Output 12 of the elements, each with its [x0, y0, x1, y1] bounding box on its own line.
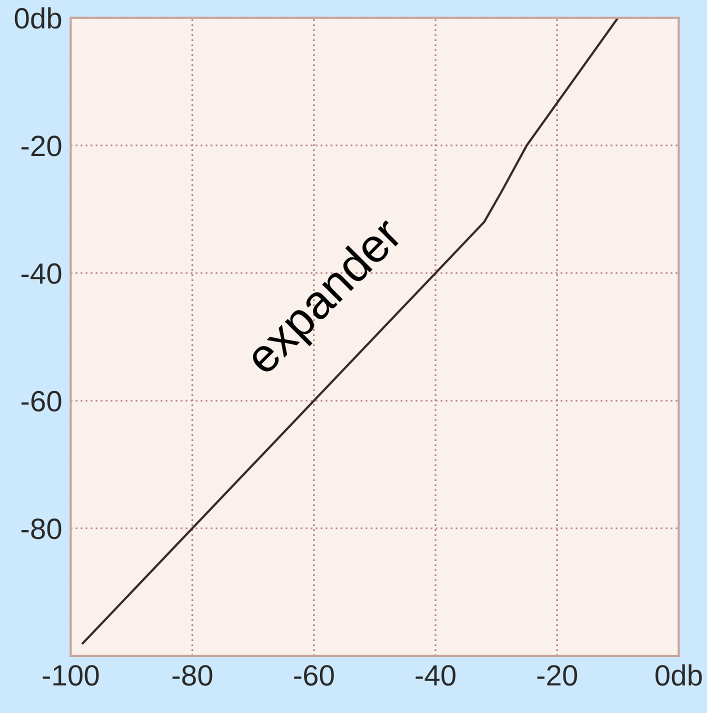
y-tick-label: -40: [22, 263, 62, 284]
x-tick-label: -60: [294, 665, 334, 686]
line-series: [82, 18, 620, 644]
x-tick-label: -80: [172, 665, 212, 686]
y-tick-label: -60: [22, 390, 62, 412]
x-tick-label: -100: [42, 665, 99, 686]
x-tick-label: -20: [537, 665, 578, 686]
x-tick-label: 0db: [656, 664, 702, 686]
y-tick-label: 0db: [14, 7, 62, 29]
x-tick-label: -40: [416, 665, 456, 686]
y-tick-label: -80: [22, 518, 62, 540]
y-tick-label: -20: [22, 136, 62, 156]
